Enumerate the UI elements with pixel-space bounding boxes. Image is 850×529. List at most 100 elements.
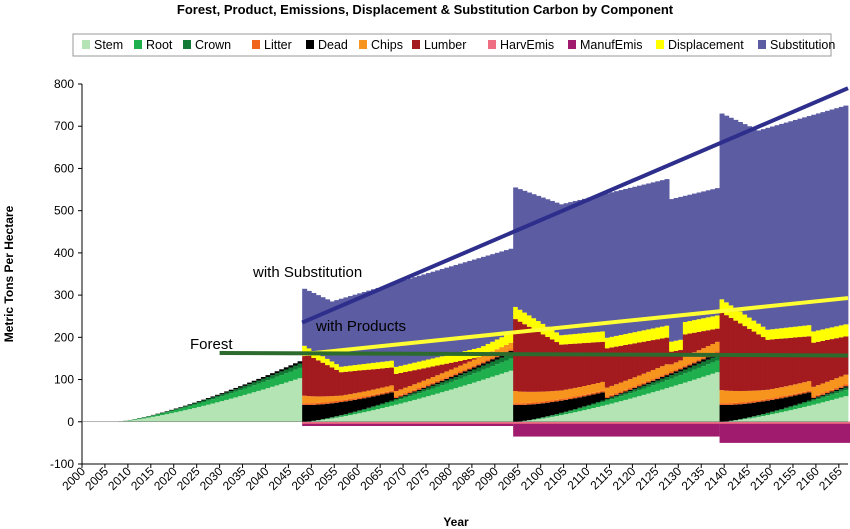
area-chips	[572, 387, 578, 397]
area-litter	[751, 400, 757, 403]
area-dead	[375, 395, 381, 405]
area-crown	[760, 414, 766, 415]
area-crown	[348, 412, 354, 414]
area-stem	[201, 405, 207, 422]
harvest-emissions-bar	[719, 421, 850, 424]
area-stem	[586, 409, 592, 422]
x-tick-label: 2065	[357, 464, 386, 493]
area-crown	[682, 369, 688, 374]
area-root	[499, 362, 505, 374]
area-substitution	[453, 264, 459, 354]
area-crown	[650, 382, 656, 386]
area-root	[563, 412, 569, 415]
area-stem	[760, 415, 766, 422]
area-chips	[614, 384, 620, 394]
area-root	[426, 390, 431, 397]
area-substitution	[568, 202, 574, 335]
area-stem	[279, 383, 285, 422]
area-displacement	[503, 334, 509, 345]
area-displacement	[421, 360, 427, 369]
area-root	[141, 417, 147, 419]
area-chips	[838, 376, 844, 387]
area-dead	[352, 399, 358, 412]
area-crown	[774, 410, 780, 412]
area-stem	[820, 402, 826, 422]
area-litter	[531, 402, 537, 405]
area-root	[242, 388, 248, 395]
y-tick-label: 800	[54, 77, 74, 91]
area-stem	[705, 375, 711, 422]
area-stem	[669, 386, 675, 422]
x-tick-label: 2095	[495, 464, 524, 493]
area-substitution	[531, 194, 537, 319]
area-chips	[563, 389, 569, 399]
area-root	[334, 416, 340, 418]
area-stem	[430, 394, 436, 422]
area-chips	[545, 391, 551, 401]
area-substitution	[384, 285, 390, 362]
area-lumber	[600, 341, 606, 382]
area-substitution	[733, 119, 739, 309]
area-litter	[742, 402, 748, 404]
area-stem	[210, 403, 216, 422]
area-litter	[458, 371, 464, 374]
area-crown	[568, 410, 574, 412]
area-chips	[737, 391, 743, 403]
area-chips	[664, 364, 670, 374]
x-tick-label: 2145	[724, 464, 753, 493]
area-chips	[315, 396, 321, 403]
area-chips	[632, 377, 638, 387]
area-dead	[687, 365, 693, 368]
area-lumber	[724, 315, 730, 391]
area-litter	[659, 375, 665, 378]
area-lumber	[393, 373, 399, 392]
area-litter	[802, 391, 808, 394]
area-displacement	[751, 320, 757, 332]
area-litter	[375, 393, 381, 396]
area-displacement	[485, 343, 491, 354]
area-litter	[357, 397, 363, 400]
area-substitution	[334, 300, 340, 365]
area-dead	[403, 394, 409, 396]
area-substitution	[834, 108, 840, 327]
area-stem	[815, 403, 821, 422]
area-displacement	[614, 335, 620, 347]
area-crown	[471, 369, 477, 374]
area-stem	[646, 393, 652, 422]
area-litter	[591, 392, 597, 395]
area-stem	[439, 392, 445, 422]
area-substitution	[806, 116, 812, 326]
area-root	[568, 411, 574, 414]
area-displacement	[366, 363, 372, 370]
area-dead	[182, 405, 188, 407]
area-substitution	[724, 115, 730, 303]
area-substitution	[526, 192, 532, 316]
area-lumber	[453, 361, 459, 368]
area-displacement	[802, 325, 808, 337]
area-stem	[572, 412, 578, 422]
legend-label: Crown	[195, 38, 231, 52]
area-displacement	[563, 334, 569, 345]
area-substitution	[348, 296, 354, 366]
area-litter	[655, 377, 661, 379]
area-dead	[797, 394, 803, 404]
area-root	[435, 386, 441, 394]
area-crown	[389, 400, 395, 403]
area-lumber	[398, 372, 404, 390]
area-litter	[641, 382, 647, 385]
area-lumber	[559, 344, 565, 391]
area-root	[430, 388, 436, 395]
area-chips	[329, 396, 335, 402]
area-root	[228, 393, 234, 399]
area-crown	[247, 384, 253, 387]
area-root	[637, 390, 642, 397]
area-root	[581, 407, 587, 411]
area-chips	[540, 391, 546, 402]
area-stem	[494, 375, 500, 422]
area-displacement	[407, 363, 413, 372]
area-dead	[485, 361, 491, 364]
area-chips	[531, 391, 537, 403]
area-displacement	[737, 311, 743, 324]
area-displacement	[701, 318, 707, 332]
